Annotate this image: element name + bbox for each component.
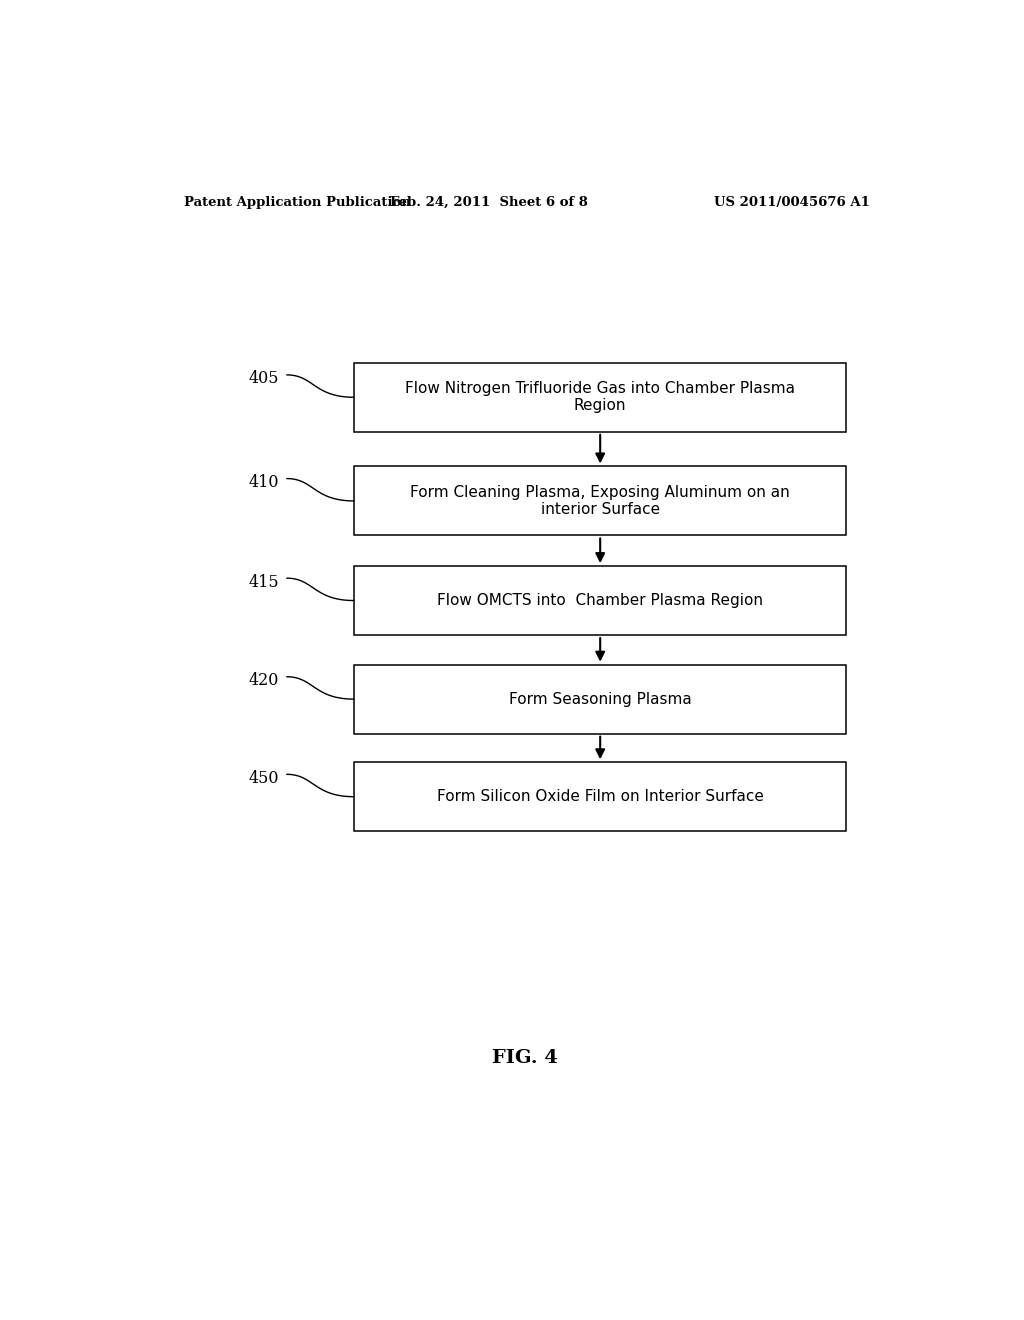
Text: Flow OMCTS into  Chamber Plasma Region: Flow OMCTS into Chamber Plasma Region <box>437 593 763 609</box>
Bar <box>354 762 846 832</box>
Text: 410: 410 <box>248 474 279 491</box>
Bar <box>354 664 846 734</box>
Text: 415: 415 <box>248 574 279 591</box>
Text: Form Silicon Oxide Film on Interior Surface: Form Silicon Oxide Film on Interior Surf… <box>437 789 764 804</box>
Text: Form Seasoning Plasma: Form Seasoning Plasma <box>509 692 691 706</box>
Text: Form Cleaning Plasma, Exposing Aluminum on an
interior Surface: Form Cleaning Plasma, Exposing Aluminum … <box>411 484 791 517</box>
Text: Feb. 24, 2011  Sheet 6 of 8: Feb. 24, 2011 Sheet 6 of 8 <box>390 195 588 209</box>
Text: 405: 405 <box>248 371 279 388</box>
Text: Patent Application Publication: Patent Application Publication <box>183 195 411 209</box>
Bar <box>354 363 846 432</box>
Bar <box>354 466 846 536</box>
Text: 450: 450 <box>248 770 279 787</box>
Text: FIG. 4: FIG. 4 <box>492 1049 558 1067</box>
Text: Flow Nitrogen Trifluoride Gas into Chamber Plasma
Region: Flow Nitrogen Trifluoride Gas into Chamb… <box>406 381 796 413</box>
Text: 420: 420 <box>249 672 279 689</box>
Text: US 2011/0045676 A1: US 2011/0045676 A1 <box>714 195 870 209</box>
Bar <box>354 566 846 635</box>
